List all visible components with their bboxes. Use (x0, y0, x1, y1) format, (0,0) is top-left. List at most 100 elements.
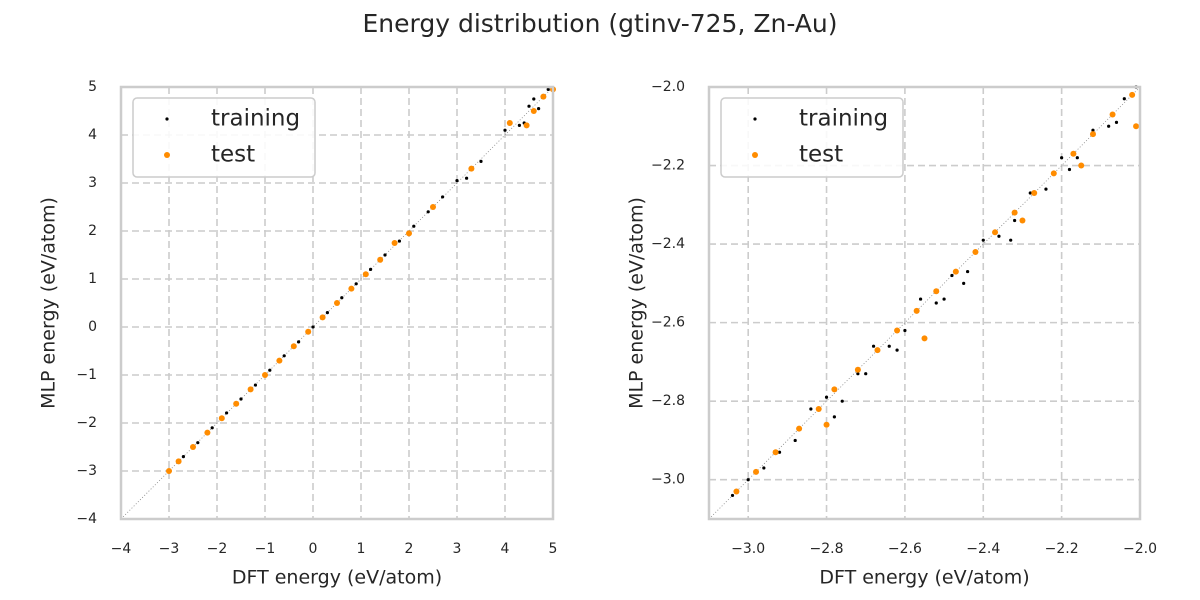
data-point (1060, 156, 1064, 160)
data-point (796, 425, 803, 432)
data-point (430, 204, 436, 210)
data-point (426, 210, 430, 214)
data-point (1089, 131, 1096, 138)
data-point (479, 159, 483, 163)
y-tick-label: −1 (76, 367, 97, 383)
data-point (412, 224, 416, 228)
data-point (1107, 124, 1111, 128)
x-tick-label: 3 (453, 541, 462, 557)
data-point (196, 441, 200, 445)
y-tick-label: −3.0 (651, 472, 685, 488)
data-point (290, 343, 297, 350)
x-tick-label: −2.2 (1045, 541, 1079, 557)
y-tick-label: −2.4 (651, 236, 685, 252)
data-point (809, 407, 813, 411)
plot-frame (119, 85, 555, 521)
data-point (981, 238, 985, 242)
data-point (268, 368, 272, 372)
y-axis-label: MLP energy (eV/atom) (38, 197, 60, 409)
data-point (894, 327, 901, 334)
data-point (1109, 111, 1116, 118)
data-point (903, 328, 907, 333)
data-point (239, 397, 243, 401)
data-point (1075, 156, 1079, 160)
data-point (1019, 217, 1026, 224)
data-point (282, 354, 286, 358)
data-point (1129, 91, 1136, 98)
y-tick-label: −2 (76, 415, 97, 431)
x-tick-label: −2.0 (1123, 541, 1157, 557)
data-point (406, 230, 412, 237)
data-point (175, 458, 182, 465)
x-tick-label: −3.0 (731, 541, 765, 557)
legend-marker (164, 152, 170, 158)
data-point (1013, 218, 1017, 223)
data-point (468, 165, 475, 172)
x-tick-label: −4 (111, 541, 132, 557)
data-point (377, 256, 384, 263)
x-axis-label: DFT energy (eV/atom) (232, 567, 442, 589)
y-tick-label: −2.0 (651, 79, 685, 95)
data-point (997, 234, 1001, 238)
data-point (247, 386, 254, 393)
y-tick-label: −2.6 (651, 315, 685, 331)
data-point (546, 87, 550, 91)
data-point (1044, 187, 1048, 191)
legend-label: test (211, 142, 255, 168)
data-point (950, 273, 954, 278)
data-point (832, 415, 836, 419)
legend-label: training (799, 106, 888, 132)
data-point (297, 340, 301, 344)
x-tick-label: −1 (255, 541, 276, 557)
data-point (348, 285, 355, 292)
x-tick-label: 1 (357, 541, 366, 557)
data-point (190, 444, 196, 450)
x-tick-label: −2.6 (888, 541, 922, 557)
legend-box (132, 97, 316, 178)
y-tick-label: −2.8 (651, 393, 685, 409)
data-point (537, 107, 541, 111)
data-point (465, 176, 469, 180)
data-point (777, 450, 782, 454)
data-point (276, 357, 283, 364)
x-tick-label: 0 (309, 541, 318, 557)
data-point (1122, 97, 1126, 101)
data-point (753, 468, 760, 475)
data-point (733, 488, 740, 495)
data-point (523, 122, 530, 129)
legend-marker (752, 152, 758, 158)
y-tick-label: 4 (88, 127, 97, 143)
y-tick-label: 2 (88, 223, 97, 239)
y-tick-label: −4 (76, 511, 97, 527)
data-point (391, 240, 398, 246)
data-point (1078, 162, 1085, 169)
data-point (166, 468, 172, 474)
x-tick-label: −2.4 (966, 541, 1000, 557)
data-point (1009, 238, 1013, 242)
data-point (1067, 167, 1072, 172)
x-tick-label: −2 (207, 541, 228, 557)
data-point (895, 348, 899, 352)
data-point (1011, 209, 1018, 216)
legend-label: test (799, 142, 843, 168)
data-point (871, 344, 876, 348)
data-point (383, 253, 387, 257)
data-point (455, 179, 459, 183)
data-point (369, 267, 373, 271)
data-point (262, 372, 268, 378)
y-tick-label: 0 (88, 319, 97, 335)
data-point (772, 449, 779, 456)
data-point (942, 297, 946, 301)
data-point (441, 195, 445, 199)
figure-title: Energy distribution (gtinv-725, Zn-Au) (363, 9, 838, 38)
data-point (319, 314, 326, 321)
data-point (362, 271, 369, 278)
data-point (856, 372, 860, 376)
data-point (218, 415, 225, 422)
data-point (762, 466, 766, 470)
data-point (506, 120, 513, 126)
legend-box (720, 97, 904, 178)
y-tick-label: 5 (88, 79, 97, 95)
